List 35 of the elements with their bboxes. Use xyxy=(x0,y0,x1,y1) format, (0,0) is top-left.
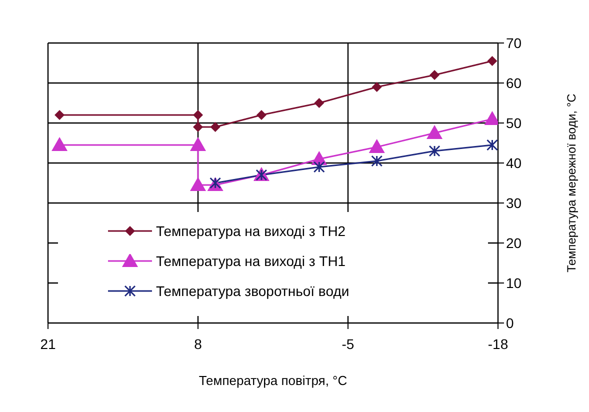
point xyxy=(313,161,325,173)
y-tick-label: 10 xyxy=(506,274,522,291)
point xyxy=(371,155,383,167)
point xyxy=(210,122,220,132)
point xyxy=(372,82,382,92)
point xyxy=(426,125,443,139)
point xyxy=(193,110,203,120)
point xyxy=(52,137,68,151)
point xyxy=(193,122,203,132)
x-tick-label: -5 xyxy=(342,336,354,352)
point xyxy=(430,70,440,80)
y-tick-label: 30 xyxy=(506,194,522,211)
legend-label: Температура на виході з ТН1 xyxy=(156,252,346,271)
x-tick-label: -18 xyxy=(488,336,508,352)
point xyxy=(314,98,324,108)
y-tick-label: 70 xyxy=(506,34,522,51)
x-axis-title: Температура повітря, °C xyxy=(198,373,348,388)
y-axis-title: Температура мережної води, °C xyxy=(564,93,578,272)
x-tick-label: 21 xyxy=(40,336,56,352)
point xyxy=(190,177,206,191)
y-tick-label: 40 xyxy=(506,154,522,171)
point xyxy=(190,137,206,151)
point xyxy=(256,110,266,120)
y-tick-label: 20 xyxy=(506,234,522,251)
point xyxy=(54,110,65,120)
y-tick-label: 60 xyxy=(506,74,522,91)
y-tick-label: 0 xyxy=(506,314,514,331)
legend-label: Температура на виході з ТН2 xyxy=(156,222,346,241)
point xyxy=(487,56,498,66)
point xyxy=(368,139,385,153)
x-tick-label: 8 xyxy=(194,336,202,352)
point xyxy=(486,139,498,151)
point xyxy=(428,145,440,157)
y-tick-label: 50 xyxy=(506,114,522,131)
legend-label: Температура зворотньої води xyxy=(156,282,350,301)
